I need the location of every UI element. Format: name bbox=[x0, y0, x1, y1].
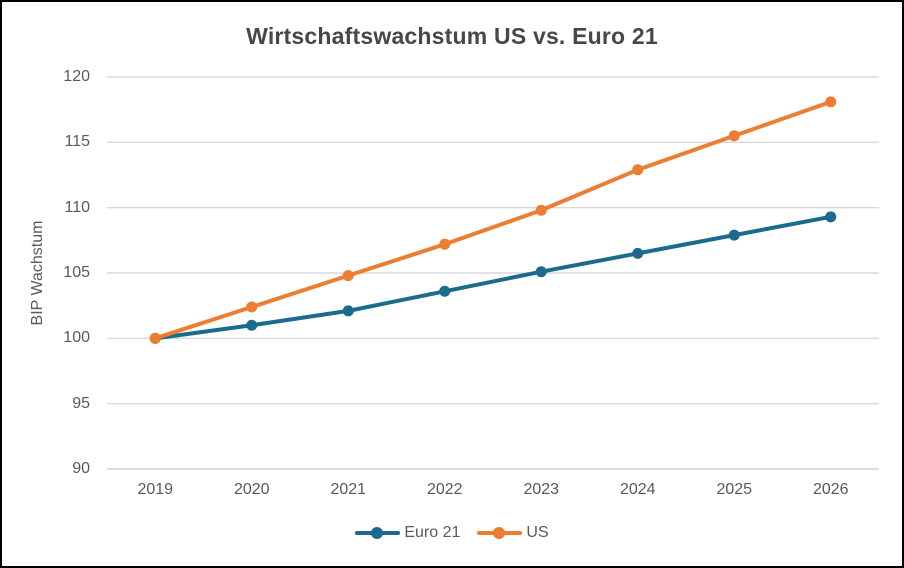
data-point-us bbox=[439, 238, 451, 250]
x-tick-label: 2024 bbox=[619, 481, 656, 498]
x-tick-label: 2021 bbox=[330, 481, 367, 498]
data-point-euro-21 bbox=[632, 247, 644, 259]
data-point-us bbox=[825, 96, 837, 108]
y-tick-label: 90 bbox=[72, 460, 90, 477]
data-point-us bbox=[149, 332, 161, 344]
data-point-euro-21 bbox=[535, 266, 547, 278]
legend-item-euro-21: Euro 21 bbox=[355, 524, 460, 542]
x-tick-label: 2019 bbox=[137, 481, 174, 498]
series-line-euro-21 bbox=[153, 214, 833, 341]
data-point-us bbox=[632, 164, 644, 176]
x-tick-label: 2026 bbox=[812, 481, 849, 498]
x-tick-label: 2023 bbox=[523, 481, 560, 498]
data-point-us bbox=[535, 204, 547, 216]
legend: Euro 21 US bbox=[2, 524, 902, 542]
data-point-us bbox=[246, 301, 258, 313]
data-point-euro-21 bbox=[825, 211, 837, 223]
y-tick-label: 120 bbox=[63, 68, 90, 85]
y-tick-label: 95 bbox=[72, 394, 90, 412]
y-tick-label: 100 bbox=[63, 329, 90, 347]
y-tick-label: 110 bbox=[64, 198, 90, 216]
y-tick-label: 115 bbox=[64, 133, 90, 151]
legend-line-marker-icon bbox=[355, 527, 401, 540]
series-us bbox=[149, 96, 837, 344]
chart-title: Wirtschaftswachstum US vs. Euro 21 bbox=[246, 23, 658, 49]
legend-label: Euro 21 bbox=[404, 524, 461, 541]
legend-label: US bbox=[526, 524, 549, 541]
x-tick-label: 2020 bbox=[233, 481, 270, 498]
series-line-us bbox=[153, 99, 833, 341]
data-point-us bbox=[342, 270, 354, 282]
data-point-euro-21 bbox=[439, 285, 451, 297]
y-tick-label: 105 bbox=[63, 264, 90, 281]
data-point-us bbox=[728, 130, 740, 142]
data-point-euro-21 bbox=[342, 305, 354, 317]
legend-dot bbox=[493, 527, 506, 539]
x-tick-label: 2025 bbox=[716, 481, 753, 498]
data-point-euro-21 bbox=[728, 229, 740, 241]
legend-dot bbox=[371, 527, 384, 539]
series-euro-21 bbox=[149, 211, 837, 344]
series-lines bbox=[149, 96, 837, 344]
data-point-euro-21 bbox=[246, 319, 258, 331]
gridlines bbox=[107, 76, 879, 470]
legend-line-marker-icon bbox=[477, 527, 523, 540]
x-tick-label: 2022 bbox=[426, 481, 463, 498]
legend-item-us: US bbox=[477, 524, 549, 542]
